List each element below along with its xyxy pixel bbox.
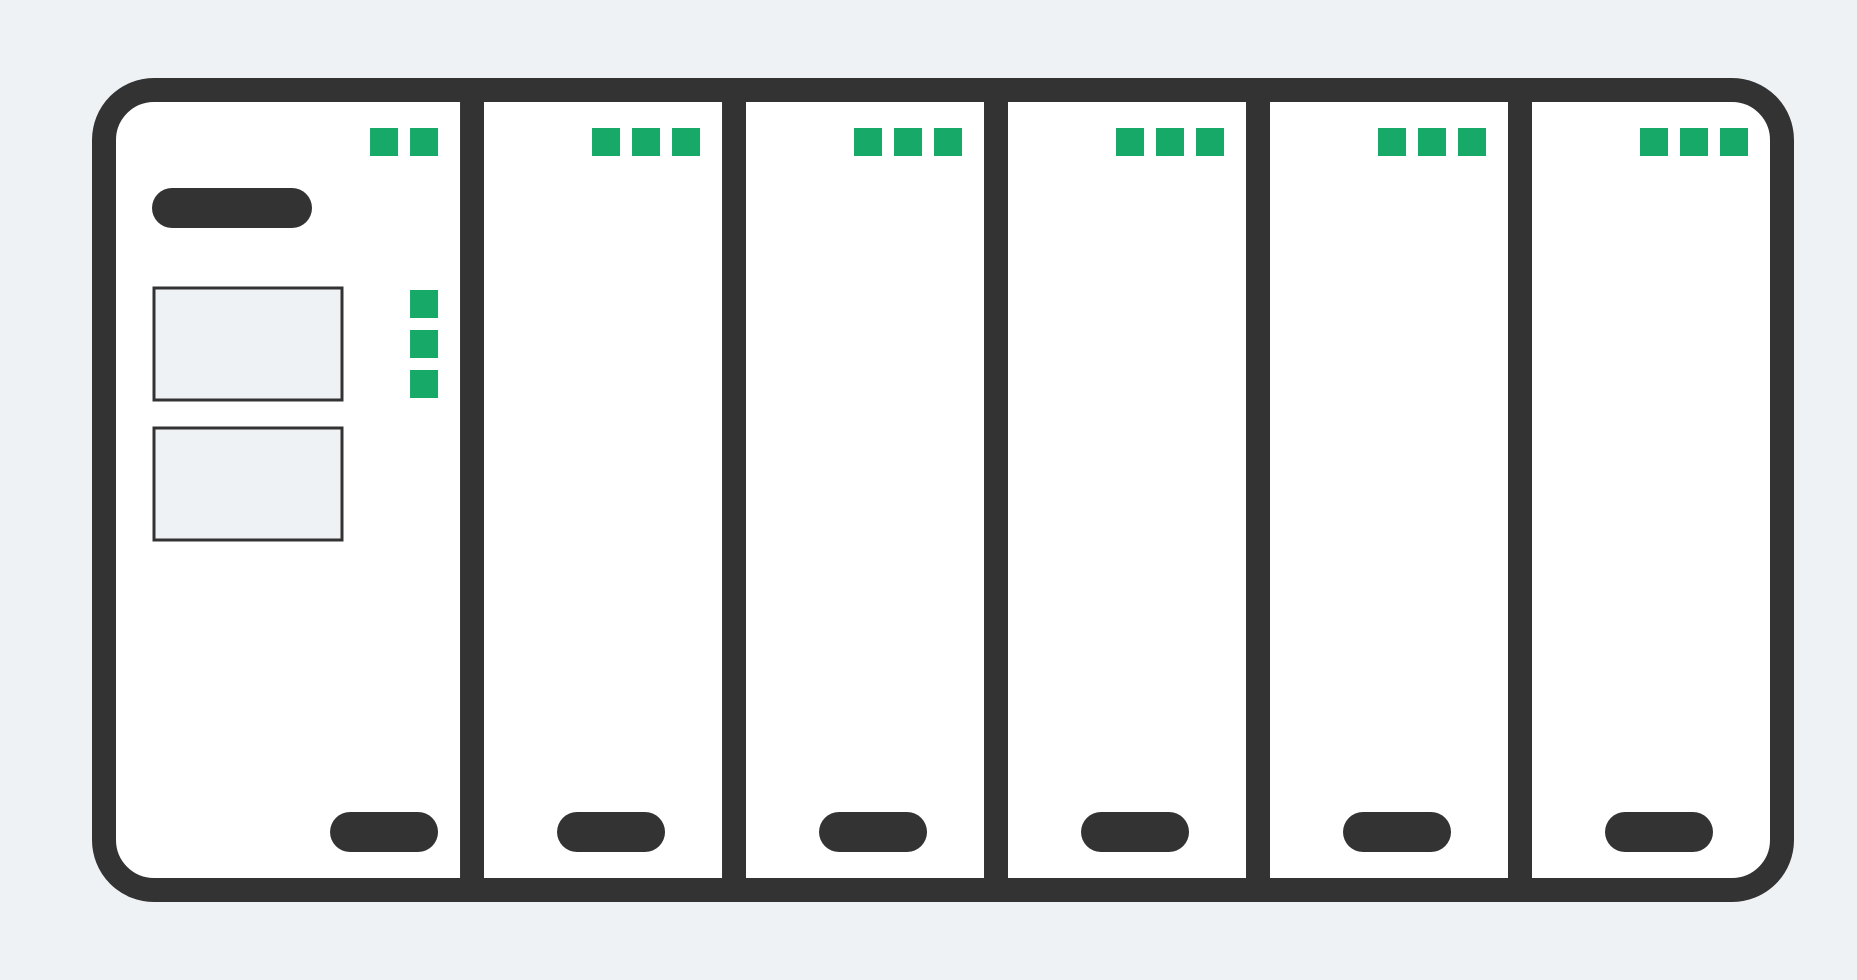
display-panel (154, 428, 342, 540)
status-led-icon (370, 128, 398, 156)
status-led-icon (1680, 128, 1708, 156)
eject-button[interactable] (1343, 812, 1451, 852)
status-led-icon (1458, 128, 1486, 156)
slot-module (484, 102, 722, 878)
module-divider (1508, 102, 1532, 878)
module-divider (460, 102, 484, 878)
status-led-icon (592, 128, 620, 156)
status-led-icon (1418, 128, 1446, 156)
status-led-icon (1156, 128, 1184, 156)
status-led-icon (1116, 128, 1144, 156)
eject-button[interactable] (330, 812, 438, 852)
slot-module (1270, 102, 1508, 878)
eject-button[interactable] (557, 812, 665, 852)
power-button[interactable] (152, 188, 312, 228)
status-led-icon (410, 370, 438, 398)
status-led-icon (410, 290, 438, 318)
module-divider (1246, 102, 1270, 878)
status-led-icon (1720, 128, 1748, 156)
status-led-icon (854, 128, 882, 156)
module-divider (984, 102, 1008, 878)
status-led-icon (934, 128, 962, 156)
status-led-icon (1196, 128, 1224, 156)
slot-module (1008, 102, 1246, 878)
status-led-icon (1378, 128, 1406, 156)
status-led-icon (894, 128, 922, 156)
status-led-icon (672, 128, 700, 156)
eject-button[interactable] (1081, 812, 1189, 852)
status-led-icon (410, 330, 438, 358)
status-led-icon (410, 128, 438, 156)
display-panel (154, 288, 342, 400)
slot-module (1532, 102, 1770, 878)
module-divider (722, 102, 746, 878)
eject-button[interactable] (819, 812, 927, 852)
slot-module (746, 102, 984, 878)
status-led-icon (632, 128, 660, 156)
plc-rack-svg (0, 0, 1857, 980)
status-led-icon (1640, 128, 1668, 156)
plc-rack-diagram (0, 0, 1857, 980)
eject-button[interactable] (1605, 812, 1713, 852)
